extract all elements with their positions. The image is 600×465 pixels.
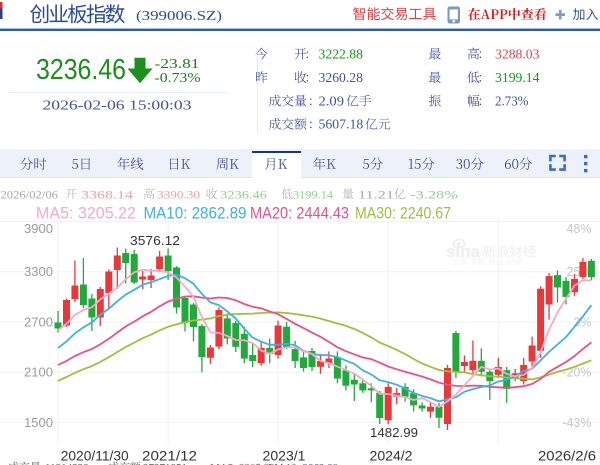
svg-text:2026/02/06: 2026/02/06 [1, 187, 59, 201]
svg-text:2026/2/6: 2026/2/6 [538, 448, 596, 464]
svg-text:2.09: 2.09 [319, 94, 345, 109]
svg-text:-43%: -43% [562, 416, 591, 430]
svg-text:-3.28%: -3.28% [410, 187, 458, 201]
svg-text:3368.14: 3368.14 [81, 187, 133, 201]
svg-text:3288.03: 3288.03 [495, 47, 540, 62]
svg-text:11.21: 11.21 [358, 187, 394, 201]
svg-text:3260.28: 3260.28 [319, 70, 364, 85]
svg-text:25%: 25% [566, 265, 591, 279]
svg-text:1482.99: 1482.99 [370, 425, 418, 440]
svg-text:3236.46: 3236.46 [36, 54, 126, 86]
svg-text:2700: 2700 [24, 314, 53, 329]
svg-text:5607.18: 5607.18 [319, 117, 364, 132]
svg-text:3%: 3% [573, 315, 591, 329]
svg-text:3900: 3900 [24, 221, 53, 236]
svg-text:-20%: -20% [562, 366, 591, 380]
svg-text:MA30: 2240.67: MA30: 2240.67 [355, 204, 451, 222]
svg-text:1500: 1500 [24, 415, 53, 430]
svg-text:3199.14: 3199.14 [293, 187, 333, 201]
svg-text:MA5: 3205.22: MA5: 3205.22 [36, 204, 136, 222]
svg-text:2024/2: 2024/2 [370, 448, 413, 464]
svg-text:2100: 2100 [24, 365, 53, 380]
svg-text:MA10: 2862.89: MA10: 2862.89 [268, 462, 339, 465]
svg-text:2023/1: 2023/1 [263, 448, 306, 464]
svg-text:3576.12: 3576.12 [130, 233, 180, 248]
svg-text:2026-02-06 15:00:03: 2026-02-06 15:00:03 [43, 99, 192, 114]
svg-text:sina: sina [446, 242, 481, 261]
svg-text:3222.88: 3222.88 [319, 47, 364, 62]
svg-text:-23.81: -23.81 [155, 56, 200, 71]
svg-text:(399006.SZ): (399006.SZ) [136, 9, 222, 24]
svg-text:3300: 3300 [24, 264, 53, 279]
svg-text:27371851: 27371851 [143, 462, 187, 465]
svg-text:3199.14: 3199.14 [495, 70, 540, 85]
svg-text:-0.73%: -0.73% [155, 70, 201, 85]
svg-text:MA5: 3205.22: MA5: 3205.22 [210, 462, 275, 465]
svg-text:MA10: 2862.89: MA10: 2862.89 [144, 204, 247, 222]
svg-text:2.73%: 2.73% [495, 94, 529, 109]
svg-text:11214338: 11214338 [45, 462, 89, 465]
svg-text:2021/12: 2021/12 [142, 448, 197, 464]
svg-text:3236.46: 3236.46 [220, 187, 267, 201]
svg-text:2020/11/30: 2020/11/30 [61, 448, 129, 464]
svg-text:MA20: 2444.43: MA20: 2444.43 [250, 204, 349, 222]
svg-text:48%: 48% [566, 222, 591, 236]
svg-text:3390.30: 3390.30 [157, 187, 200, 201]
